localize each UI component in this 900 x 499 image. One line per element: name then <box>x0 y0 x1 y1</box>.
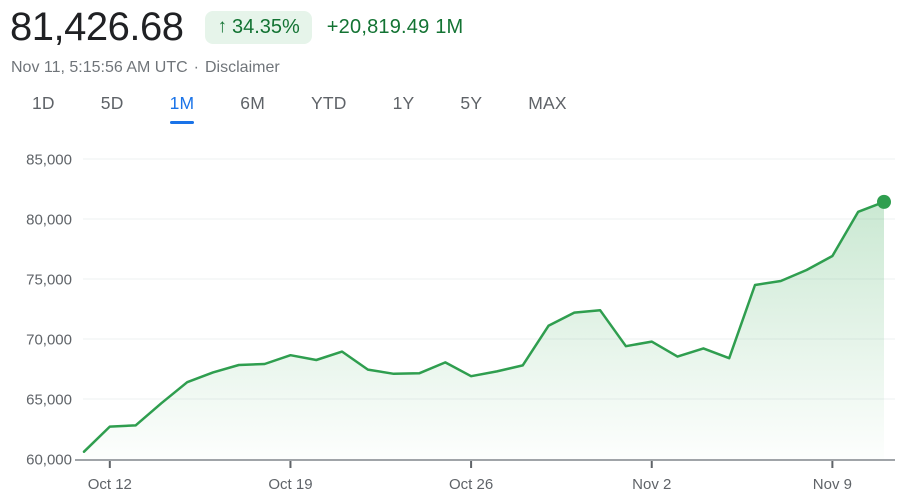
percent-change-badge: ↑ 34.35% <box>205 10 312 44</box>
endpoint-marker <box>877 194 891 209</box>
dot-separator: · <box>193 59 199 76</box>
chart-canvas: 60,000 65,000 70,000 75,000 80,000 85,000 Oct … <box>26 152 895 493</box>
disclaimer-link[interactable]: Disclaimer <box>205 59 280 76</box>
y-axis-label: 75,000 <box>26 272 72 289</box>
absolute-change: +20,819.49 1M <box>326 15 464 38</box>
tab-ytd[interactable]: YTD <box>309 93 349 124</box>
price-chart[interactable]: 60,000 65,000 70,000 75,000 80,000 85,000 Oct … <box>0 140 900 499</box>
x-axis-label: Oct 12 <box>88 476 132 493</box>
y-axis-label: 85,000 <box>26 152 72 169</box>
current-price: 81,426.68 <box>10 5 184 49</box>
y-axis-label: 70,000 <box>26 332 72 349</box>
x-axis-label: Nov 2 <box>632 476 671 493</box>
x-axis-label: Nov 9 <box>813 476 852 493</box>
percent-change-value: 34.35% <box>231 15 300 38</box>
tab-1d[interactable]: 1D <box>30 93 57 124</box>
price-row: 81,426.68 ↑ 34.35% +20,819.49 1M <box>10 4 900 50</box>
price-subtitle: Nov 11, 5:15:56 AM UTC · Disclaimer <box>11 59 900 77</box>
y-axis-label: 80,000 <box>26 212 72 229</box>
timestamp: Nov 11, 5:15:56 AM UTC <box>11 59 188 76</box>
tab-5d[interactable]: 5D <box>99 93 126 124</box>
x-axis-label: Oct 19 <box>268 476 312 493</box>
y-axis-label: 60,000 <box>26 452 72 469</box>
tab-6m[interactable]: 6M <box>238 93 267 124</box>
y-axis-label: 65,000 <box>26 392 72 409</box>
up-arrow-icon: ↑ <box>217 16 227 37</box>
tab-max[interactable]: MAX <box>526 93 569 124</box>
price-line <box>82 200 886 453</box>
price-area <box>84 201 884 459</box>
tab-1y[interactable]: 1Y <box>391 93 417 124</box>
x-axis-label: Oct 26 <box>449 476 493 493</box>
tab-5y[interactable]: 5Y <box>458 93 484 124</box>
range-tab-bar: 1D 5D 1M 6M YTD 1Y 5Y MAX <box>30 93 900 124</box>
tab-1m[interactable]: 1M <box>168 93 197 124</box>
price-header: 81,426.68 ↑ 34.35% +20,819.49 1M Nov 11,… <box>0 0 900 77</box>
